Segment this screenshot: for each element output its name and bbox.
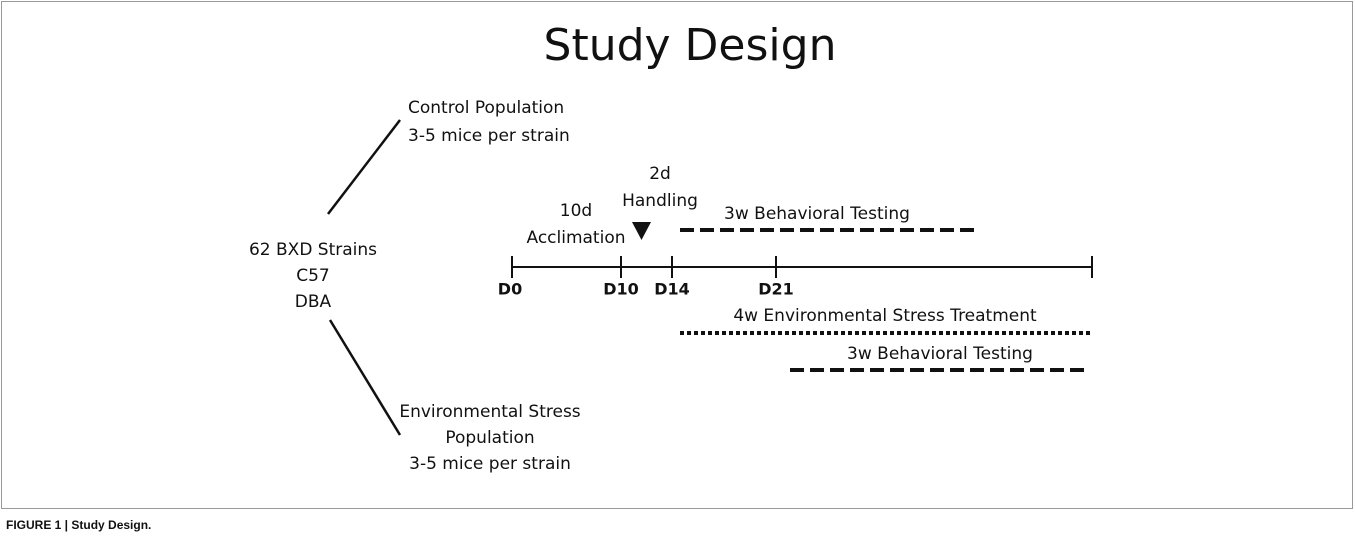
day-label: D10 [603, 280, 639, 299]
phase-label: 10d [560, 201, 592, 221]
phase-label: 3w Behavioral Testing [724, 204, 910, 224]
group-text: 3-5 mice per strain [408, 126, 570, 146]
strains-text: DBA [295, 292, 332, 312]
phase-label: 3w Behavioral Testing [847, 344, 1033, 364]
group-text: Environmental Stress [399, 402, 580, 422]
branch-line [328, 319, 402, 436]
day-label: D14 [654, 280, 690, 299]
group-text: 3-5 mice per strain [409, 454, 571, 474]
strains-text: C57 [296, 266, 330, 286]
day-label: D0 [498, 280, 522, 299]
diagram: Study Design 62 BXD Strains C57 DBA Cont… [1, 1, 1353, 509]
handling-marker [632, 222, 651, 240]
frame [1, 1, 1353, 509]
phase-label: 2d [649, 164, 671, 184]
group-text: Population [445, 428, 534, 448]
group-text: Control Population [408, 98, 564, 118]
figure-caption: FIGURE 1 | Study Design. [6, 518, 152, 532]
phase-label: Handling [622, 191, 698, 211]
strains-text: 62 BXD Strains [249, 240, 377, 260]
title: Study Design [544, 20, 837, 71]
day-label: D21 [758, 280, 794, 299]
phase-label: 4w Environmental Stress Treatment [733, 306, 1037, 326]
phase-label: Acclimation [526, 228, 625, 248]
branch-line [327, 119, 401, 215]
